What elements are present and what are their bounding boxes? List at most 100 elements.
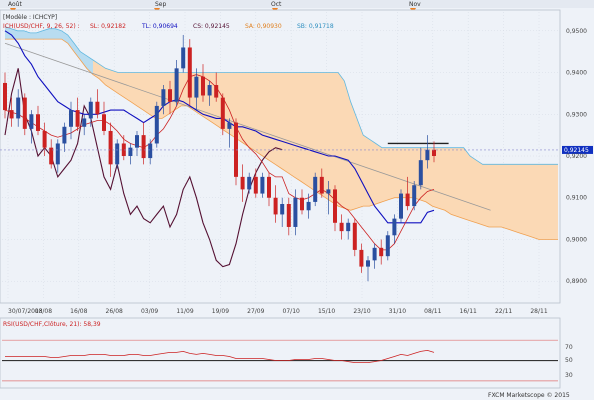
x-tick-label: 16/11 <box>460 308 477 315</box>
month-strip <box>0 0 594 8</box>
x-tick-label: 31/10 <box>389 308 406 315</box>
candle-body <box>141 135 146 159</box>
candle-body <box>148 143 153 159</box>
y-tick-label: 0,9400 <box>566 70 587 77</box>
x-tick-label: 08/11 <box>424 308 441 315</box>
candle-body <box>399 193 403 219</box>
x-tick-label: 16/08 <box>70 308 87 315</box>
y-tick-label: 0,9500 <box>566 28 587 35</box>
candle-body <box>319 176 324 194</box>
x-tick-label: 07/10 <box>283 308 300 315</box>
candle-body <box>247 176 252 190</box>
candle-body <box>88 101 93 119</box>
candle-body <box>82 118 87 127</box>
tenkan-line <box>4 74 435 251</box>
candle-body <box>42 130 47 148</box>
candle-body <box>326 189 331 194</box>
value-sa: SA: 0,90930 <box>245 23 282 30</box>
candle-body <box>293 197 298 227</box>
candle-body <box>128 147 133 156</box>
candle-body <box>346 222 351 232</box>
candle-body <box>69 110 73 127</box>
current-price-box <box>562 145 593 154</box>
candle-body <box>385 235 390 257</box>
x-tick-label: 03/09 <box>141 308 158 315</box>
candle-body <box>121 143 126 156</box>
candle-body <box>102 114 106 131</box>
x-tick-label: 23/10 <box>353 308 370 315</box>
rsi-line <box>5 349 435 364</box>
y-tick-label: 0,8900 <box>566 278 587 285</box>
candle-body <box>22 97 27 129</box>
candle-body <box>300 197 304 211</box>
candle-body <box>161 89 166 106</box>
candle-body <box>273 197 278 215</box>
value-sl: SL: 0,92182 <box>90 23 126 30</box>
trendline <box>4 42 491 211</box>
candle-body <box>168 89 172 102</box>
candle-body <box>260 176 265 194</box>
candle-body <box>49 147 54 165</box>
candle-body <box>115 143 120 165</box>
rsi-level-50: 50 <box>565 357 573 364</box>
candle-body <box>29 114 34 129</box>
candle-body <box>366 260 370 267</box>
rsi-panel-frame <box>0 317 561 389</box>
x-tick-label: 15/10 <box>318 308 335 315</box>
y-tick-label: 0,9200 <box>566 153 587 160</box>
y-tick-label: 0,9000 <box>566 236 587 243</box>
x-tick-label: 26/08 <box>106 308 123 315</box>
rsi-group <box>2 339 558 382</box>
rsi-level-30: 30 <box>565 372 573 379</box>
candle-body <box>306 201 311 211</box>
value-cs: CS: 0,92145 <box>193 23 230 30</box>
value-tl: TL: 0,90694 <box>141 23 178 30</box>
trendline-group <box>4 42 491 211</box>
candle-body <box>75 110 80 127</box>
month-label-sep: Sep <box>155 1 167 8</box>
candle-body <box>220 97 225 129</box>
month-label-oct: Oct <box>271 1 282 8</box>
x-tick-label: 19/09 <box>212 308 229 315</box>
model-title: [Modèle : ICHCYP] <box>3 14 57 21</box>
candle-body <box>135 135 139 148</box>
x-tick-label: 08/08 <box>35 308 52 315</box>
candle-body <box>62 126 67 144</box>
candle-body <box>214 85 219 98</box>
candle-body <box>392 218 397 236</box>
candle-body <box>181 47 186 69</box>
candles <box>3 34 436 282</box>
candle-body <box>207 85 212 96</box>
candle-body <box>108 130 113 165</box>
y-axis: 0,9500 0,9400 0,9300 0,9200 0,9100 0,9000 0,89… <box>566 28 587 285</box>
candle-body <box>154 105 159 144</box>
candle-body <box>313 176 318 202</box>
candle-body <box>9 110 14 119</box>
senkou-a-line <box>5 38 558 240</box>
senkou-b-line <box>4 26 558 165</box>
y-tick-label: 0,9300 <box>566 111 587 118</box>
candle-body <box>286 204 291 227</box>
indicator-title: ICH(USD/CHF, 9, 26, 52) : <box>3 23 80 30</box>
candle-body <box>194 76 199 98</box>
month-label-nov: Nov <box>409 1 421 8</box>
candle-body <box>240 176 245 190</box>
candle-body <box>227 122 232 129</box>
candle-body <box>359 249 364 267</box>
candle-body <box>379 247 384 257</box>
x-tick-label: 27/09 <box>247 308 264 315</box>
candle-body <box>36 114 40 131</box>
candle-body <box>339 222 344 232</box>
candle-body <box>253 176 258 194</box>
candle-body <box>352 222 357 250</box>
x-tick-label: 30/07/2013 <box>8 308 43 315</box>
candle-body <box>425 149 430 161</box>
candle-body <box>187 47 192 98</box>
y-tick-label: 0,9100 <box>566 195 587 202</box>
candle-body <box>16 97 21 119</box>
candle-body <box>3 82 7 111</box>
x-tick-label: 22/11 <box>495 308 512 315</box>
candle-body <box>405 193 410 207</box>
